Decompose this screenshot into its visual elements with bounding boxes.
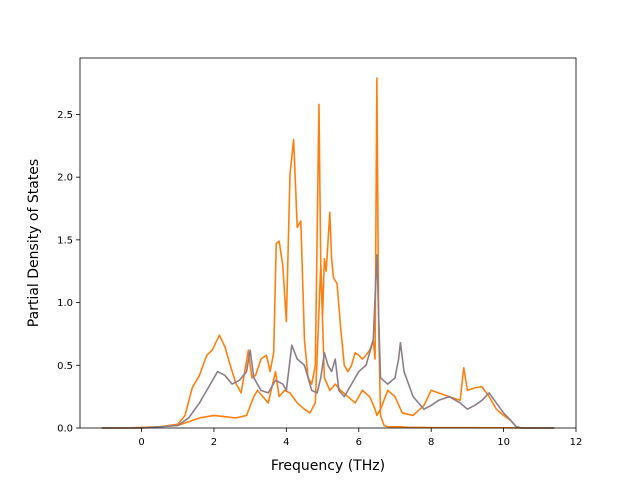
y-tick-label: 1.5 (57, 235, 73, 246)
y-tick-label: 0.0 (57, 424, 73, 435)
x-tick-label: 10 (497, 437, 510, 448)
x-tick-label: 2 (211, 437, 217, 448)
x-tick-label: 8 (428, 437, 434, 448)
y-tick-label: 1.0 (57, 298, 73, 309)
x-axis-label: Frequency (THz) (271, 458, 385, 474)
series-line-2 (101, 264, 555, 429)
y-tick-label: 2.0 (57, 173, 73, 184)
series-line-3 (101, 254, 555, 429)
y-tick-label: 0.5 (57, 361, 73, 372)
y-axis: 0.0 0.5 1.0 1.5 2.0 2.5 (57, 110, 80, 435)
y-tick-label: 2.5 (57, 110, 73, 121)
x-tick-label: 0 (138, 437, 144, 448)
x-axis: 0 2 4 6 8 10 12 (138, 428, 582, 448)
x-tick-label: 4 (283, 437, 289, 448)
x-tick-label: 12 (570, 437, 583, 448)
x-tick-label: 6 (356, 437, 362, 448)
plot-frame (79, 57, 577, 429)
y-axis-label: Partial Density of States (26, 159, 42, 327)
